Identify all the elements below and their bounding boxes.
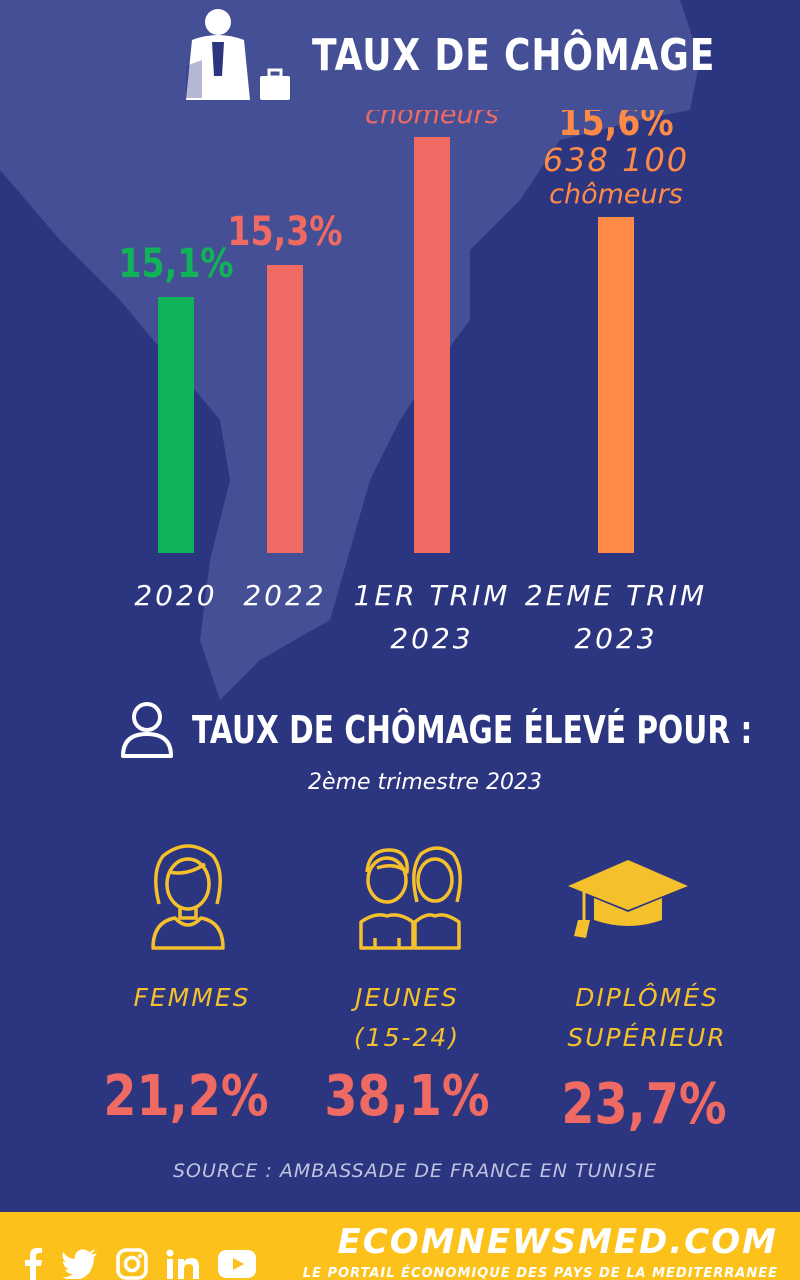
user-outline-icon — [121, 702, 173, 758]
page-title: TAUX DE CHÔMAGE — [312, 30, 716, 81]
bar-note-unit-3: chômeurs — [549, 179, 683, 210]
group-label-jeunes: JEUNES (15-24) — [353, 983, 461, 1052]
group-value-diplomes: 23,7% — [561, 1072, 727, 1137]
x-tick-label-0-0: 2020 — [134, 579, 217, 612]
woman-icon — [151, 844, 225, 950]
section-title: TAUX DE CHÔMAGE ÉLEVÉ POUR : — [192, 708, 753, 752]
header: TAUX DE CHÔMAGE — [0, 0, 800, 110]
bar-note-unit-2: chômeurs — [365, 110, 499, 130]
group-label-femmes: FEMMES — [133, 983, 251, 1012]
social-links — [22, 1248, 256, 1280]
group-value-jeunes: 38,1% — [324, 1064, 490, 1129]
unemployed-person-icon — [186, 9, 290, 100]
facebook-icon[interactable] — [22, 1248, 44, 1280]
youth-icon — [359, 846, 462, 950]
bar-1 — [267, 265, 303, 553]
x-tick-label-1-0: 2022 — [243, 579, 326, 612]
x-tick-label-2-1: 2023 — [390, 622, 473, 655]
linkedin-icon[interactable] — [166, 1249, 200, 1279]
group-label-diplomes: DIPLÔMÉS SUPÉRIEUR — [567, 983, 727, 1052]
bar-value-label-3: 15,6% — [558, 110, 673, 145]
bar-note-count-3: 638 100 — [543, 141, 689, 179]
x-tick-label-2-0: 1ER TRIM — [354, 579, 511, 612]
section-subtitle: 2ème trimestre 2023 — [308, 770, 542, 795]
twitter-icon[interactable] — [62, 1249, 98, 1279]
bar-0 — [158, 297, 194, 553]
group-value-femmes: 21,2% — [103, 1064, 269, 1129]
x-tick-label-3-0: 2EME TRIM — [525, 579, 707, 612]
bar-value-label-1: 15,3% — [227, 208, 342, 255]
instagram-icon[interactable] — [116, 1248, 148, 1280]
site-tagline: LE PORTAIL ÉCONOMIQUE DES PAYS DE LA MED… — [302, 1266, 778, 1280]
bar-value-label-0: 15,1% — [118, 240, 233, 287]
source-note: SOURCE : AMBASSADE DE FRANCE EN TUNISIE — [173, 1160, 657, 1182]
map-silhouette — [0, 0, 700, 700]
youtube-icon[interactable] — [218, 1250, 256, 1278]
bar-3 — [598, 217, 634, 553]
footer: ECOMNEWSMED.COM LE PORTAIL ÉCONOMIQUE DE… — [0, 1212, 800, 1280]
x-tick-label-3-1: 2023 — [574, 622, 657, 655]
graduation-cap-icon — [568, 860, 688, 938]
bar-2 — [414, 137, 450, 553]
site-link[interactable]: ECOMNEWSMED.COM — [337, 1222, 778, 1262]
